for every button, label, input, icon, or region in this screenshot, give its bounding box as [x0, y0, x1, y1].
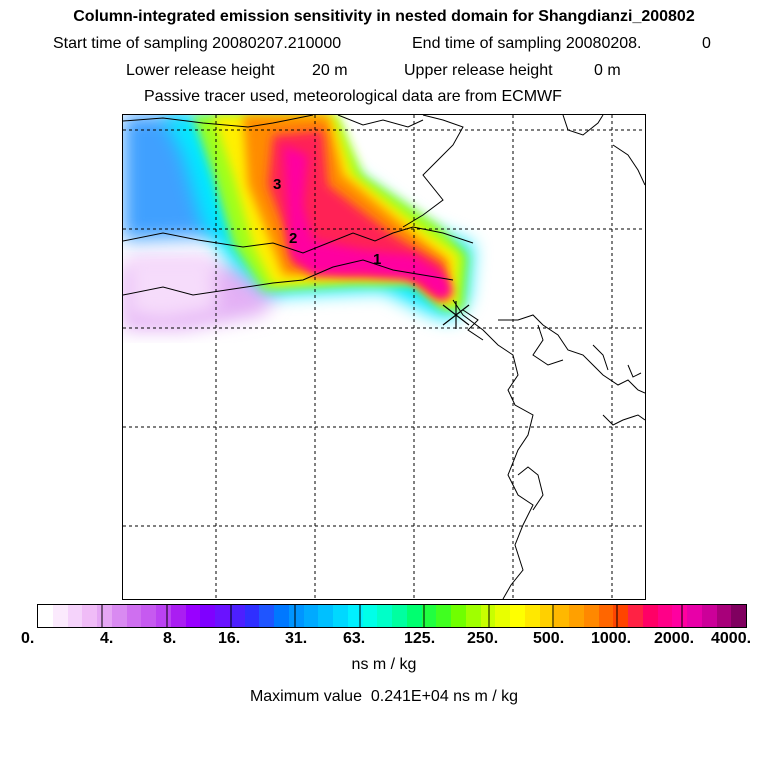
colorbar-swatch — [377, 605, 392, 627]
trajectory-marker-3: 3 — [273, 176, 281, 193]
tracer-description: Passive tracer used, meteorological data… — [144, 88, 562, 105]
colorbar-swatch — [156, 605, 171, 627]
colorbar-swatch — [702, 605, 717, 627]
trajectory-marker-1: 1 — [373, 251, 381, 268]
upper-release-value: 0 m — [594, 62, 621, 79]
colorbar-swatch — [554, 605, 569, 627]
maximum-value-label: Maximum value — [249, 688, 362, 705]
colorbar-tick-label: 4. — [100, 630, 114, 647]
colorbar-tick-label: 8. — [163, 630, 177, 647]
colorbar-swatch — [525, 605, 540, 627]
colorbar-swatch — [97, 605, 112, 627]
colorbar-tick-label: 2000. — [654, 630, 695, 647]
colorbar-swatch — [348, 605, 363, 627]
emission-sensitivity-map: 3 2 1 — [122, 114, 646, 600]
colorbar-swatch — [171, 605, 186, 627]
colorbar-swatch — [215, 605, 230, 627]
colorbar-swatch — [569, 605, 584, 627]
coastline — [123, 115, 645, 599]
colorbar-swatch — [466, 605, 481, 627]
colorbar-swatch — [304, 605, 318, 627]
end-time-value: 0 — [702, 35, 711, 52]
colorbar-swatch — [731, 605, 746, 627]
colorbar-swatch — [451, 605, 466, 627]
colorbar-swatch — [717, 605, 731, 627]
colorbar-tick-label: 1000. — [591, 630, 632, 647]
colorbar-swatch — [127, 605, 141, 627]
map-canvas: 3 2 1 — [123, 115, 645, 599]
star-marker-icon — [442, 301, 470, 329]
colorbar-swatch — [407, 605, 422, 627]
end-time-label: End time of sampling 20080208. — [412, 35, 642, 52]
colorbar-swatch — [584, 605, 599, 627]
figure-title: Column-integrated emission sensitivity i… — [73, 8, 695, 25]
colorbar-swatch — [274, 605, 289, 627]
maximum-value-line: Maximum value 0.241E+04 ns m / kg — [0, 688, 768, 706]
colorbar-tick-label: 0. — [21, 630, 35, 647]
colorbar-swatch — [599, 605, 613, 627]
maximum-value: 0.241E+04 ns m / kg — [370, 688, 519, 705]
lower-release-value: 20 m — [312, 62, 348, 79]
colorbar-swatch — [643, 605, 658, 627]
colorbar-swatch — [245, 605, 259, 627]
map-grid — [123, 115, 645, 599]
colorbar-swatch — [141, 605, 156, 627]
trajectory-marker-2: 2 — [289, 230, 297, 247]
sensitivity-field — [123, 115, 473, 330]
colorbar-swatch — [289, 605, 304, 627]
colorbar-swatch — [628, 605, 643, 627]
colorbar-swatch — [495, 605, 510, 627]
colorbar-swatch — [200, 605, 215, 627]
colorbar-swatch — [687, 605, 702, 627]
colorbar-swatch — [363, 605, 377, 627]
colorbar-swatch — [333, 605, 348, 627]
colorbar-swatch — [318, 605, 333, 627]
colorbar-swatch — [540, 605, 554, 627]
colorbar-swatch — [230, 605, 245, 627]
colorbar-swatch — [38, 605, 53, 627]
start-time-label: Start time of sampling 20080207.210000 — [53, 35, 342, 52]
colorbar-tick-label: 31. — [285, 630, 308, 647]
colorbar-swatch — [53, 605, 68, 627]
colorbar-swatch — [672, 605, 687, 627]
colorbar-tick-label: 63. — [343, 630, 366, 647]
colorbar-swatch — [613, 605, 628, 627]
colorbar-tick-label: 500. — [533, 630, 565, 647]
colorbar-swatch — [259, 605, 274, 627]
colorbar-swatch — [186, 605, 200, 627]
colorbar-tick-label: 4000. — [711, 630, 752, 647]
colorbar-swatch — [436, 605, 451, 627]
colorbar-swatch — [392, 605, 407, 627]
colorbar-swatch — [112, 605, 127, 627]
colorbar-swatch — [481, 605, 495, 627]
colorbar-units: ns m / kg — [351, 656, 417, 673]
colorbar-swatch — [658, 605, 672, 627]
colorbar-swatch — [82, 605, 97, 627]
colorbar-swatch — [68, 605, 82, 627]
colorbar — [37, 604, 747, 628]
colorbar-tick-label: 125. — [404, 630, 436, 647]
lower-release-label: Lower release height — [126, 62, 275, 79]
colorbar-swatches — [38, 605, 746, 627]
colorbar-swatch — [510, 605, 525, 627]
upper-release-label: Upper release height — [404, 62, 553, 79]
colorbar-tick-label: 250. — [467, 630, 499, 647]
colorbar-swatch — [422, 605, 436, 627]
colorbar-tick-label: 16. — [218, 630, 241, 647]
